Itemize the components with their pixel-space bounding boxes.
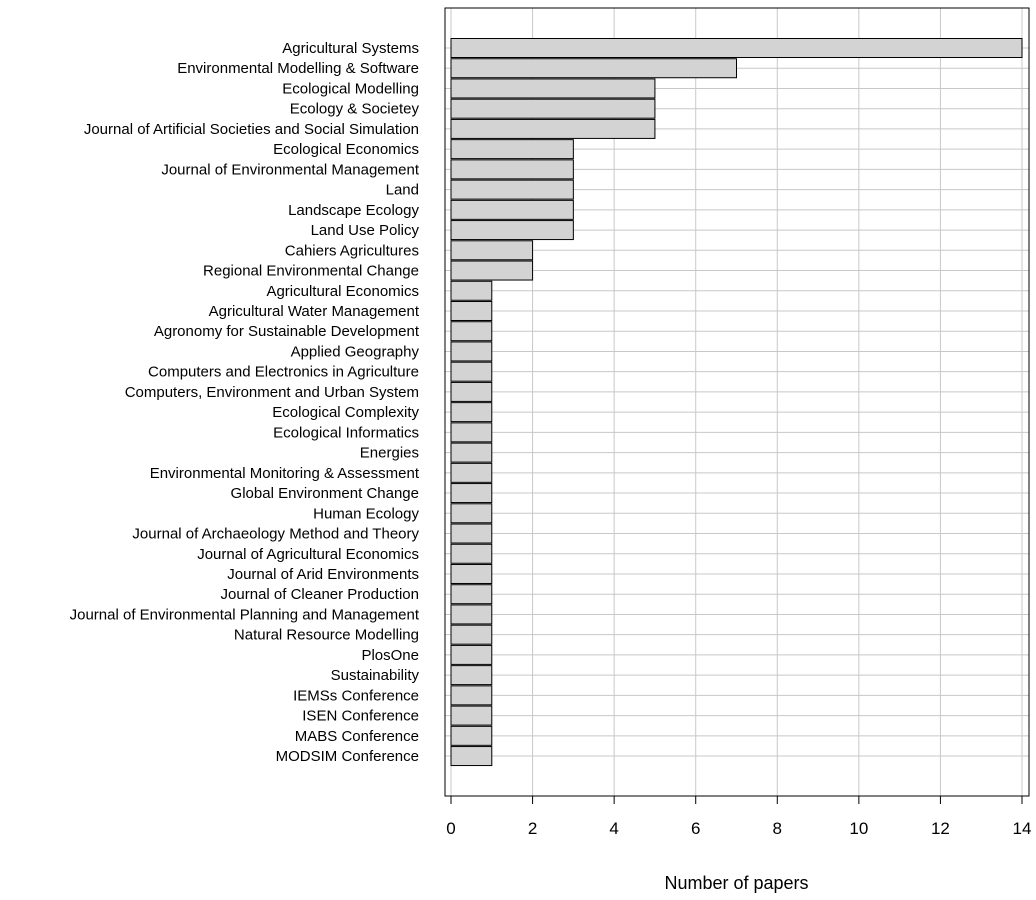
bar [450, 58, 737, 79]
category-label: Energies [360, 445, 419, 462]
x-axis: 0 2 4 6 8 10 12 14 [446, 795, 1032, 838]
category-label: Agricultural Water Management [209, 303, 420, 320]
x-tick-label: 8 [773, 819, 782, 838]
category-label: Agronomy for Sustainable Development [154, 323, 420, 340]
category-label: Sustainability [331, 667, 420, 684]
category-label: Cahiers Agricultures [285, 242, 419, 259]
bar [450, 746, 493, 767]
bar [450, 78, 656, 99]
bar [450, 361, 493, 382]
category-label: Ecological Modelling [282, 80, 419, 97]
bar [450, 665, 493, 686]
bar [450, 644, 493, 665]
bar [450, 220, 574, 241]
x-axis-title: Number of papers [664, 873, 808, 893]
bar [450, 624, 493, 645]
x-tick-label: 14 [1013, 819, 1032, 838]
category-label: PlosOne [361, 647, 419, 664]
bar [450, 422, 493, 443]
category-label: Journal of Archaeology Method and Theory [132, 526, 419, 543]
bar [450, 705, 493, 726]
bar [450, 584, 493, 605]
bar [450, 341, 493, 362]
bar [450, 199, 574, 220]
category-label: Journal of Artificial Societies and Soci… [84, 121, 419, 138]
bar [450, 38, 1023, 58]
category-label: Journal of Arid Environments [227, 566, 419, 583]
bar [450, 159, 574, 180]
bar [450, 483, 493, 504]
bar [450, 685, 493, 706]
bar [450, 179, 574, 200]
category-label: Land [386, 182, 419, 199]
category-label: Ecological Complexity [272, 404, 419, 421]
category-label: Journal of Agricultural Economics [197, 546, 419, 563]
bar [450, 523, 493, 544]
bar [450, 98, 656, 119]
category-label: MABS Conference [295, 728, 419, 745]
category-label: Applied Geography [291, 343, 420, 360]
bar [450, 381, 493, 402]
bars [450, 38, 1023, 767]
category-label: Agricultural Economics [266, 283, 419, 300]
category-label: Land Use Policy [311, 222, 420, 239]
bar [450, 118, 656, 139]
category-label: Computers and Electronics in Agriculture [148, 364, 419, 381]
bar [450, 280, 493, 301]
category-label: Landscape Ecology [288, 202, 419, 219]
category-label: Agricultural Systems [282, 40, 419, 57]
category-label: Computers, Environment and Urban System [125, 384, 419, 401]
category-label: Journal of Environmental Management [161, 161, 419, 178]
category-label: ISEN Conference [302, 708, 419, 725]
category-label: Environmental Modelling & Software [177, 60, 419, 77]
category-label: IEMSs Conference [293, 687, 419, 704]
bar [450, 563, 493, 584]
x-tick-label: 10 [849, 819, 868, 838]
category-label: Ecology & Societey [290, 101, 420, 118]
bar [450, 240, 534, 261]
category-label: Regional Environmental Change [203, 263, 419, 280]
category-label: Natural Resource Modelling [234, 627, 419, 644]
bar [450, 543, 493, 564]
bar [450, 503, 493, 524]
bar [450, 139, 574, 160]
category-label: Journal of Cleaner Production [221, 586, 419, 603]
bar [450, 462, 493, 483]
category-labels: Agricultural Systems Environmental Modell… [70, 40, 420, 765]
category-label: Journal of Environmental Planning and Ma… [70, 606, 420, 623]
category-label: Global Environment Change [231, 485, 419, 502]
x-tick-label: 4 [609, 819, 618, 838]
x-tick-label: 6 [691, 819, 700, 838]
x-tick-label: 0 [446, 819, 455, 838]
bar [450, 442, 493, 463]
bar [450, 402, 493, 423]
category-label: MODSIM Conference [276, 748, 419, 765]
category-label: Ecological Economics [273, 141, 419, 158]
bar [450, 725, 493, 746]
category-label: Ecological Informatics [273, 424, 419, 441]
bar [450, 604, 493, 625]
bar [450, 300, 493, 321]
bar [450, 321, 493, 342]
category-label: Human Ecology [313, 505, 419, 522]
category-label: Environmental Monitoring & Assessment [150, 465, 420, 482]
x-tick-label: 2 [528, 819, 537, 838]
x-tick-label: 12 [931, 819, 950, 838]
bar [450, 260, 534, 281]
